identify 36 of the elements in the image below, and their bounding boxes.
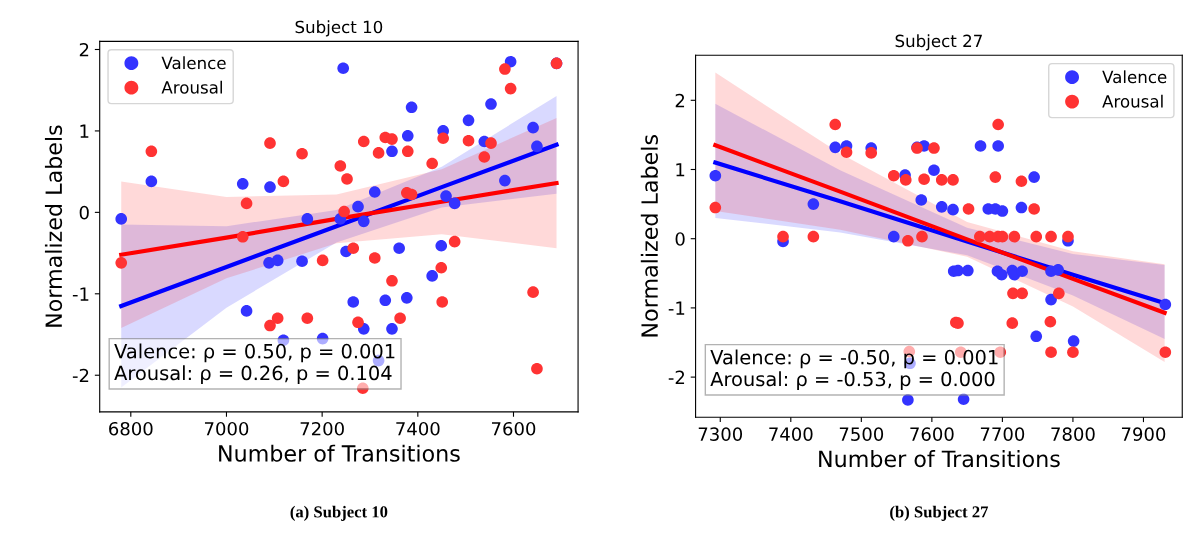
legend-label: Valence <box>161 56 226 70</box>
x-tick-label: 7300 <box>698 427 743 441</box>
y-tick-label: -2 <box>72 368 89 383</box>
x-axis-title: Number of Transitions <box>819 450 1060 468</box>
chart-title: Subject 27 <box>895 34 982 51</box>
x-tick-label: 7400 <box>396 421 440 436</box>
y-axis-title: Normalized Labels <box>44 125 63 327</box>
x-tick-label: 7600 <box>492 421 536 436</box>
x-tick-label: 7000 <box>204 421 249 436</box>
x-tick-label: 7900 <box>1121 427 1166 441</box>
x-tick-label: 6800 <box>109 421 153 436</box>
legend-label: Arousal <box>161 80 222 94</box>
x-tick-label: 7400 <box>769 427 813 441</box>
text: (a) Subject 10 <box>290 505 388 521</box>
y-tick-label: 2 <box>675 93 685 108</box>
x-tick-label: 7600 <box>910 427 954 441</box>
x-tick-label: 7500 <box>839 427 884 441</box>
y-tick-label: 0 <box>675 232 685 246</box>
y-tick-label: -1 <box>72 287 89 301</box>
text: (b) Subject 27 <box>890 505 989 521</box>
x-tick-label: 7700 <box>980 427 1025 441</box>
y-tick-label: 0 <box>79 205 89 220</box>
x-tick-label: 7800 <box>1051 427 1095 441</box>
annotation: Valence: ρ = 0.50, p = 0.001 Arousal: ρ = 0.26, p = 0.104 <box>114 343 395 385</box>
x-axis-title: Number of Transitions <box>219 444 460 462</box>
x-tick-label: 7200 <box>300 421 344 436</box>
chart-title: Subject 10 <box>295 20 383 37</box>
y-tick-label: 2 <box>79 42 89 57</box>
legend-label: Arousal <box>1102 94 1163 108</box>
annotation: Valence: ρ = -0.50, p = 0.001 Arousal: ρ = -0.53, p = 0.000 <box>710 349 998 391</box>
y-tick-label: 1 <box>676 163 685 177</box>
y-tick-label: 1 <box>80 124 89 138</box>
y-tick-label: -1 <box>668 301 685 315</box>
y-tick-label: -2 <box>668 370 685 384</box>
legend-label: Valence <box>1102 70 1167 84</box>
y-axis-title: Normalized Labels <box>640 135 658 337</box>
